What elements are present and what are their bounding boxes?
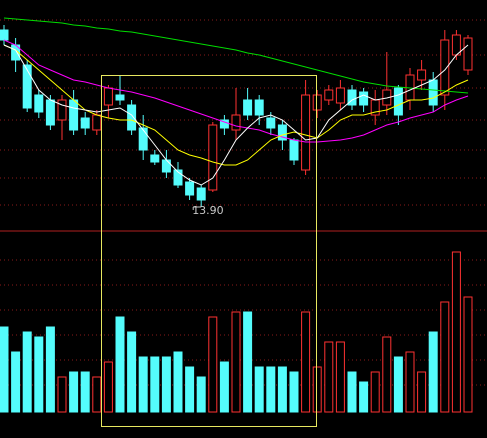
candle-body (138, 127, 148, 151)
volume-bar (0, 326, 9, 413)
volume-bar (417, 371, 427, 413)
volume-bar (161, 356, 171, 413)
low-label: 13.90 (192, 204, 224, 217)
candle-body (57, 99, 67, 121)
volume-bar (11, 351, 21, 413)
candle-body (277, 124, 287, 141)
volume-bar (370, 371, 380, 413)
candle-body (150, 154, 160, 163)
volume-bar (92, 376, 102, 413)
volume-bar (440, 301, 450, 413)
volume-bar (243, 311, 253, 413)
candle-body (243, 99, 253, 116)
candle-body (219, 119, 229, 129)
candle-body (22, 64, 32, 109)
volume-bar (382, 336, 392, 413)
volume-bar (115, 316, 125, 413)
selection-box (101, 75, 317, 427)
volume-bar (359, 381, 369, 413)
candle-body (301, 94, 311, 171)
candle-body (34, 94, 44, 113)
candle-body (393, 87, 403, 116)
candle-body (0, 29, 9, 41)
candle-body (289, 139, 299, 161)
volume-bar (80, 371, 90, 413)
volume-bar (219, 361, 229, 413)
volume-bar (45, 326, 55, 413)
volume-bar (324, 341, 334, 413)
candle-body (324, 89, 334, 101)
candle-body (428, 79, 438, 106)
volume-bar (312, 366, 322, 413)
candle-body (103, 87, 113, 106)
volume-bar (301, 311, 311, 413)
candle-body (208, 124, 218, 191)
candle-body (115, 94, 125, 101)
volume-bar (22, 331, 32, 413)
volume-bar (173, 351, 183, 413)
candle-body (463, 37, 473, 71)
volume-bar (138, 356, 148, 413)
volume-bar (266, 366, 276, 413)
volume-bar (103, 361, 113, 413)
candle-body (335, 87, 345, 104)
candle-body (185, 181, 195, 196)
candle-body (173, 169, 183, 186)
volume-bar (451, 251, 461, 413)
volume-bar (428, 331, 438, 413)
volume-bar (405, 351, 415, 413)
volume-bar (347, 371, 357, 413)
candle-body (92, 114, 102, 131)
candle-body (231, 114, 241, 131)
candle-body (161, 159, 171, 173)
volume-bar (254, 366, 264, 413)
volume-bar (69, 371, 79, 413)
candle-body (80, 117, 90, 129)
marks: 13.90 (0, 17, 473, 413)
volume-bar (335, 341, 345, 413)
volume-bar (196, 376, 206, 413)
volume-bar (57, 376, 67, 413)
candle-body (312, 94, 322, 111)
candle-body (359, 91, 369, 106)
candle-body (266, 117, 276, 129)
volume-bar (393, 356, 403, 413)
candle-body (254, 99, 264, 116)
moving-average-line (3, 44, 469, 166)
candle-body (69, 99, 79, 131)
candle-body (196, 187, 206, 201)
volume-bar (208, 316, 218, 413)
candle-body (45, 99, 55, 126)
volume-bar (185, 366, 195, 413)
volume-bar (34, 336, 44, 413)
moving-average-line (3, 39, 469, 143)
candle-body (347, 89, 357, 106)
volume-bar (463, 296, 473, 413)
moving-average-line (3, 17, 469, 94)
volume-bar (231, 311, 241, 413)
candle-body (440, 39, 450, 96)
candle-body (417, 69, 427, 81)
candle-body (127, 104, 137, 131)
volume-bar (289, 371, 299, 413)
volume-bar (277, 366, 287, 413)
low-marker (192, 206, 202, 210)
volume-bar (127, 331, 137, 413)
moving-average-line (3, 44, 469, 186)
volume-bar (150, 356, 160, 413)
